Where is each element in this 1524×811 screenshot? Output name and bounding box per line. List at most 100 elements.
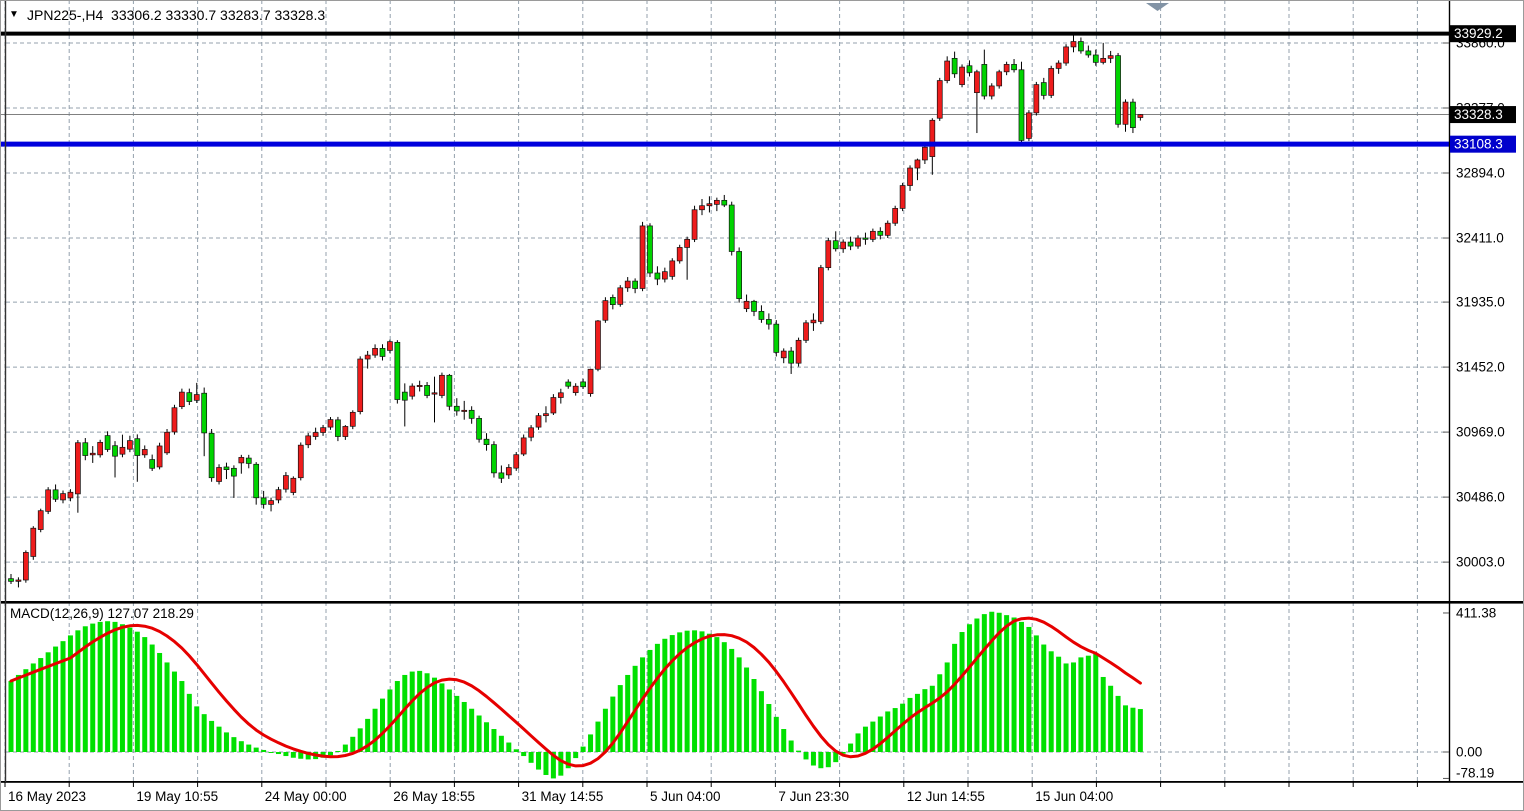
macd-histogram-bar xyxy=(929,685,935,752)
symbol-dropdown-icon[interactable]: ▼ xyxy=(9,9,19,20)
panel-divider[interactable] xyxy=(0,601,1524,604)
macd-axis[interactable]: 411.38 0.00 -78.19 xyxy=(1443,605,1496,781)
candle-up xyxy=(60,493,66,501)
macd-signal-line xyxy=(9,616,1142,768)
macd-histogram-bar xyxy=(476,715,482,752)
macd-histogram-bar xyxy=(469,708,475,752)
macd-histogram-bar xyxy=(885,711,891,752)
candle-up xyxy=(572,385,579,394)
candle-down xyxy=(134,438,141,456)
candle-up xyxy=(275,489,282,501)
candle-up xyxy=(907,167,913,186)
macd-histogram-bar xyxy=(788,740,794,752)
macd-histogram-bar xyxy=(996,612,1002,752)
macd-histogram-bar xyxy=(758,691,764,752)
macd-histogram-bar xyxy=(335,750,341,752)
macd-histogram-bar xyxy=(966,624,972,752)
macd-histogram xyxy=(8,611,1143,779)
price-axis-label: 31452.0 xyxy=(1456,360,1505,375)
macd-histogram-bar xyxy=(654,643,660,752)
macd-histogram-bar xyxy=(625,674,631,752)
price-axis[interactable]: 33860.033377.032894.032411.031935.031452… xyxy=(1443,25,1516,570)
candle-down xyxy=(862,237,869,240)
macd-histogram-bar xyxy=(1048,651,1054,752)
time-axis-label: 19 May 10:55 xyxy=(136,789,218,804)
candle-up xyxy=(1137,114,1144,118)
macd-histogram-bar xyxy=(387,689,393,752)
candle-up xyxy=(320,427,326,433)
macd-histogram-bar xyxy=(186,693,192,752)
macd-histogram-bar xyxy=(1056,656,1062,752)
candle-down xyxy=(1115,55,1121,125)
candle-down xyxy=(223,466,230,470)
candle-down xyxy=(149,459,156,469)
macd-histogram-bar xyxy=(439,683,445,752)
macd-histogram-bar xyxy=(305,752,311,760)
candle-up xyxy=(818,267,824,322)
candle-up xyxy=(528,427,534,438)
candle-up xyxy=(639,225,646,289)
candle-up xyxy=(164,431,170,454)
candle-up xyxy=(803,322,809,341)
macd-histogram-bar xyxy=(550,752,556,779)
macd-histogram-bar xyxy=(862,726,868,752)
macd-histogram-bar xyxy=(810,752,816,766)
macd-histogram-bar xyxy=(216,726,222,752)
candle-down xyxy=(877,230,884,236)
candles-layer xyxy=(8,33,1144,588)
candle-down xyxy=(1011,64,1017,71)
time-axis[interactable]: 16 May 2023 19 May 10:55 24 May 00:00 26 Ma… xyxy=(4,782,1418,805)
macd-histogram-bar xyxy=(38,658,44,752)
macd-histogram-bar xyxy=(610,696,616,752)
candle-down xyxy=(186,392,193,402)
candle-up xyxy=(290,477,297,493)
macd-histogram-bar xyxy=(179,681,185,752)
scroll-to-end-marker-icon[interactable] xyxy=(1146,3,1169,11)
candle-up xyxy=(364,354,371,360)
macd-histogram-bar xyxy=(640,657,646,752)
macd-histogram-bar xyxy=(736,657,742,752)
candle-down xyxy=(260,497,267,505)
candle-up xyxy=(513,454,520,469)
candle-down xyxy=(632,280,638,289)
candle-down xyxy=(766,319,772,325)
macd-histogram-bar xyxy=(848,743,854,752)
candle-down xyxy=(736,251,742,299)
macd-histogram-bar xyxy=(706,633,712,752)
candle-up xyxy=(795,339,802,364)
candle-up xyxy=(810,319,817,324)
candle-down xyxy=(231,467,237,477)
candle-up xyxy=(97,441,104,456)
candle-down xyxy=(379,348,386,357)
candle-up xyxy=(119,446,126,455)
candle-up xyxy=(974,71,980,94)
macd-axis-label: -78.19 xyxy=(1456,766,1494,781)
candle-up xyxy=(89,452,96,456)
macd-histogram-bar xyxy=(380,698,385,752)
macd-histogram-bar xyxy=(446,689,452,752)
macd-histogram-bar xyxy=(1130,707,1136,752)
macd-histogram-bar xyxy=(580,746,586,752)
candle-up xyxy=(141,449,148,456)
macd-histogram-bar xyxy=(290,752,296,758)
candle-up xyxy=(691,209,698,240)
macd-histogram-bar xyxy=(1093,653,1099,752)
macd-histogram-bar xyxy=(870,721,876,752)
candle-up xyxy=(780,350,787,359)
candle-down xyxy=(773,323,780,353)
candle-up xyxy=(936,80,943,119)
macd-histogram-bar xyxy=(937,674,943,752)
candle-up xyxy=(461,409,468,412)
candle-down xyxy=(832,240,839,250)
macd-histogram-bar xyxy=(209,720,215,752)
macd-histogram-bar xyxy=(1085,655,1091,752)
macd-histogram-bar xyxy=(90,623,96,752)
candle-down xyxy=(8,578,14,582)
candle-up xyxy=(505,467,512,476)
macd-histogram-bar xyxy=(157,652,163,752)
macd-histogram-bar xyxy=(714,637,720,752)
macd-histogram-bar xyxy=(907,697,913,752)
macd-histogram-bar xyxy=(194,706,200,752)
macd-histogram-bar xyxy=(684,630,690,752)
